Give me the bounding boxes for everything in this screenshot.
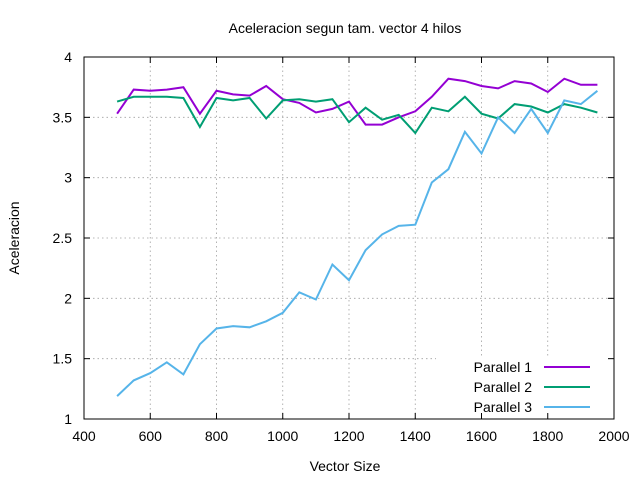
x-tick-label: 800: [205, 428, 229, 444]
legend: Parallel 1 Parallel 2 Parallel 3: [474, 359, 590, 415]
y-tick-label: 2.5: [53, 230, 73, 246]
y-tick-label: 4: [64, 49, 72, 65]
series-lines: [116, 77, 599, 397]
series-line-1: [116, 77, 598, 126]
x-tick-label: 1600: [466, 428, 497, 444]
y-tick-label: 3.5: [53, 109, 73, 125]
x-tick-label: 2000: [598, 428, 629, 444]
y-axis-label: Aceleracion: [6, 201, 22, 274]
x-tick-label: 1400: [400, 428, 431, 444]
axis-ticks: 400 600 800 1000 1200 1400 1600 1800 2000 1 1.5 2 2.…: [53, 49, 630, 444]
x-tick-label: 600: [139, 428, 163, 444]
legend-label: Parallel 3: [474, 399, 533, 415]
series-line-3: [116, 90, 599, 397]
x-tick-label: 1800: [532, 428, 563, 444]
x-axis-label: Vector Size: [310, 458, 381, 474]
x-tick-label: 1000: [267, 428, 298, 444]
legend-label: Parallel 2: [474, 379, 533, 395]
chart-title: Aceleracion segun tam. vector 4 hilos: [229, 20, 462, 36]
series-line-2: [116, 95, 598, 135]
y-tick-label: 3: [64, 170, 72, 186]
x-tick-label: 1200: [333, 428, 364, 444]
y-tick-label: 1.5: [53, 351, 73, 367]
y-tick-label: 1: [64, 411, 72, 427]
y-tick-label: 2: [64, 290, 72, 306]
legend-label: Parallel 1: [474, 359, 533, 375]
grid: [84, 57, 614, 419]
x-tick-label: 400: [72, 428, 96, 444]
